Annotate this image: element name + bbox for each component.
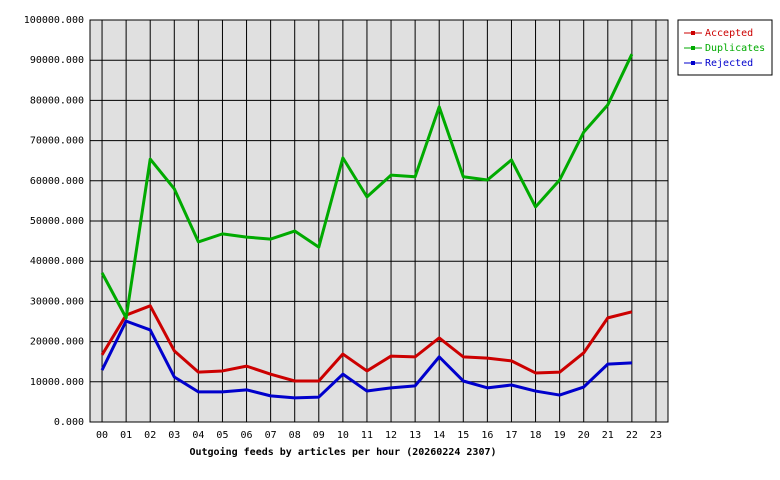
y-tick-label: 60000.000 [30, 176, 84, 187]
y-tick-label: 0.000 [54, 417, 84, 428]
y-tick-label: 90000.000 [30, 55, 84, 66]
y-tick-label: 70000.000 [30, 136, 84, 147]
series-line [100, 53, 634, 320]
y-tick-label: 10000.000 [30, 377, 84, 388]
y-tick-label: 80000.000 [30, 95, 84, 106]
x-tick-label: 01 [120, 430, 132, 441]
x-tick-label: 04 [192, 430, 204, 441]
x-tick-label: 06 [241, 430, 253, 441]
x-tick-label: 20 [578, 430, 590, 441]
x-tick-label: 02 [144, 430, 156, 441]
legend-marker [691, 61, 695, 65]
x-tick-label: 03 [168, 430, 180, 441]
legend-label: Rejected [705, 58, 753, 69]
x-tick-label: 09 [313, 430, 325, 441]
x-tick-label: 10 [337, 430, 349, 441]
x-tick-label: 11 [361, 430, 373, 441]
x-tick-label: 15 [457, 430, 469, 441]
series-line [100, 304, 633, 383]
y-tick-label: 30000.000 [30, 296, 84, 307]
legend-marker [691, 46, 695, 50]
y-tick-label: 100000.000 [24, 15, 84, 26]
x-tick-label: 21 [602, 430, 614, 441]
x-tick-label: 23 [650, 430, 662, 441]
x-tick-label: 17 [505, 430, 517, 441]
x-tick-label: 05 [216, 430, 228, 441]
x-tick-label: 13 [409, 430, 421, 441]
x-tick-label: 14 [433, 430, 445, 441]
x-tick-label: 18 [530, 430, 542, 441]
legend-label: Accepted [705, 28, 753, 39]
x-tick-label: 19 [554, 430, 566, 441]
x-tick-label: 22 [626, 430, 638, 441]
x-tick-label: 12 [385, 430, 397, 441]
x-tick-label: 08 [289, 430, 301, 441]
series-line [100, 319, 632, 400]
legend-marker [691, 31, 695, 35]
y-tick-label: 20000.000 [30, 337, 84, 348]
x-tick-label: 07 [265, 430, 277, 441]
y-tick-label: 50000.000 [30, 216, 84, 227]
x-tick-label: 16 [481, 430, 493, 441]
legend-label: Duplicates [705, 43, 765, 54]
x-tick-label: 00 [96, 430, 108, 441]
chart-title: Outgoing feeds by articles per hour (202… [189, 446, 496, 458]
y-tick-label: 40000.000 [30, 256, 84, 267]
